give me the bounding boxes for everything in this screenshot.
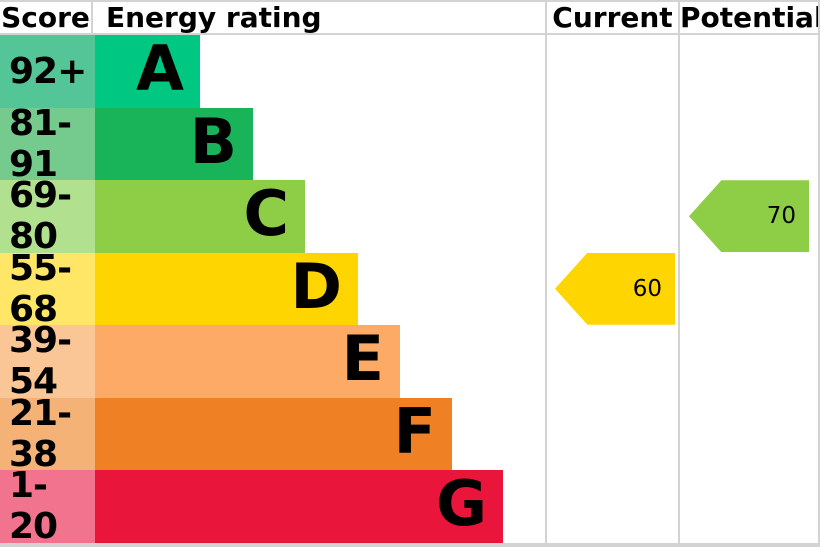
band-row-b: 81-91 B: [0, 103, 818, 185]
score-range-g: 1-20: [0, 465, 95, 543]
rating-bar-d: D: [95, 249, 358, 325]
rating-bar-f: F: [95, 394, 452, 470]
rating-bar-c: C: [95, 180, 305, 253]
potential-cell-d: [678, 252, 818, 325]
bar-zone-f: F: [95, 394, 545, 470]
current-cell-f: [545, 397, 678, 470]
score-range-c: 69-80: [0, 175, 95, 257]
current-cell-d: 60: [545, 252, 678, 325]
header-potential: Potential: [678, 1, 820, 34]
band-row-c: 69-80 C 70: [0, 175, 818, 257]
current-cell-e: [545, 325, 678, 398]
bar-zone-a: A: [95, 35, 545, 108]
rating-bar-a: A: [95, 35, 200, 108]
rating-letter-a: A: [136, 32, 184, 106]
rating-letter-c: C: [243, 177, 289, 251]
potential-cell-b: [678, 107, 818, 180]
band-row-a: 92+ A: [0, 35, 818, 108]
potential-cell-f: [678, 397, 818, 470]
rating-letter-f: F: [393, 394, 436, 468]
potential-cell-g: [678, 470, 818, 543]
score-range-d: 55-68: [0, 248, 95, 330]
potential-value: 70: [766, 203, 796, 230]
bar-zone-d: D: [95, 249, 545, 325]
current-cell-a: [545, 35, 678, 108]
current-rating-arrow: 60: [555, 252, 675, 325]
score-range-f: 21-38: [0, 393, 95, 475]
header-energy-rating: Energy rating: [106, 1, 322, 34]
current-cell-c: [545, 180, 678, 253]
rating-letter-b: B: [189, 104, 237, 178]
current-cell-b: [545, 107, 678, 180]
chart-header: Score Energy rating Current Potential: [0, 2, 818, 35]
band-row-d: 55-68 D 60: [0, 248, 818, 330]
header-score: Score: [0, 2, 93, 33]
bar-zone-e: E: [95, 325, 545, 398]
band-row-f: 21-38 F: [0, 393, 818, 475]
potential-rating-arrow: 70: [689, 180, 809, 253]
band-row-e: 39-54 E: [0, 320, 818, 402]
rating-letter-g: G: [436, 467, 487, 541]
bar-zone-b: B: [95, 104, 545, 180]
band-row-g: 1-20 G: [0, 465, 818, 543]
header-current: Current: [545, 2, 678, 33]
bar-zone-c: C: [95, 180, 545, 253]
score-range-a: 92+: [0, 35, 95, 108]
current-value: 60: [632, 275, 662, 302]
rating-letter-e: E: [341, 322, 384, 396]
potential-cell-a: [678, 35, 818, 108]
rating-letter-d: D: [290, 249, 342, 323]
score-range-b: 81-91: [0, 103, 95, 185]
rating-bar-g: G: [95, 470, 503, 543]
bar-zone-g: G: [95, 470, 545, 543]
score-range-e: 39-54: [0, 320, 95, 402]
rating-bar-b: B: [95, 104, 253, 180]
potential-cell-c: 70: [678, 180, 818, 253]
current-cell-g: [545, 470, 678, 543]
potential-cell-e: [678, 325, 818, 398]
rating-bar-e: E: [95, 325, 400, 398]
